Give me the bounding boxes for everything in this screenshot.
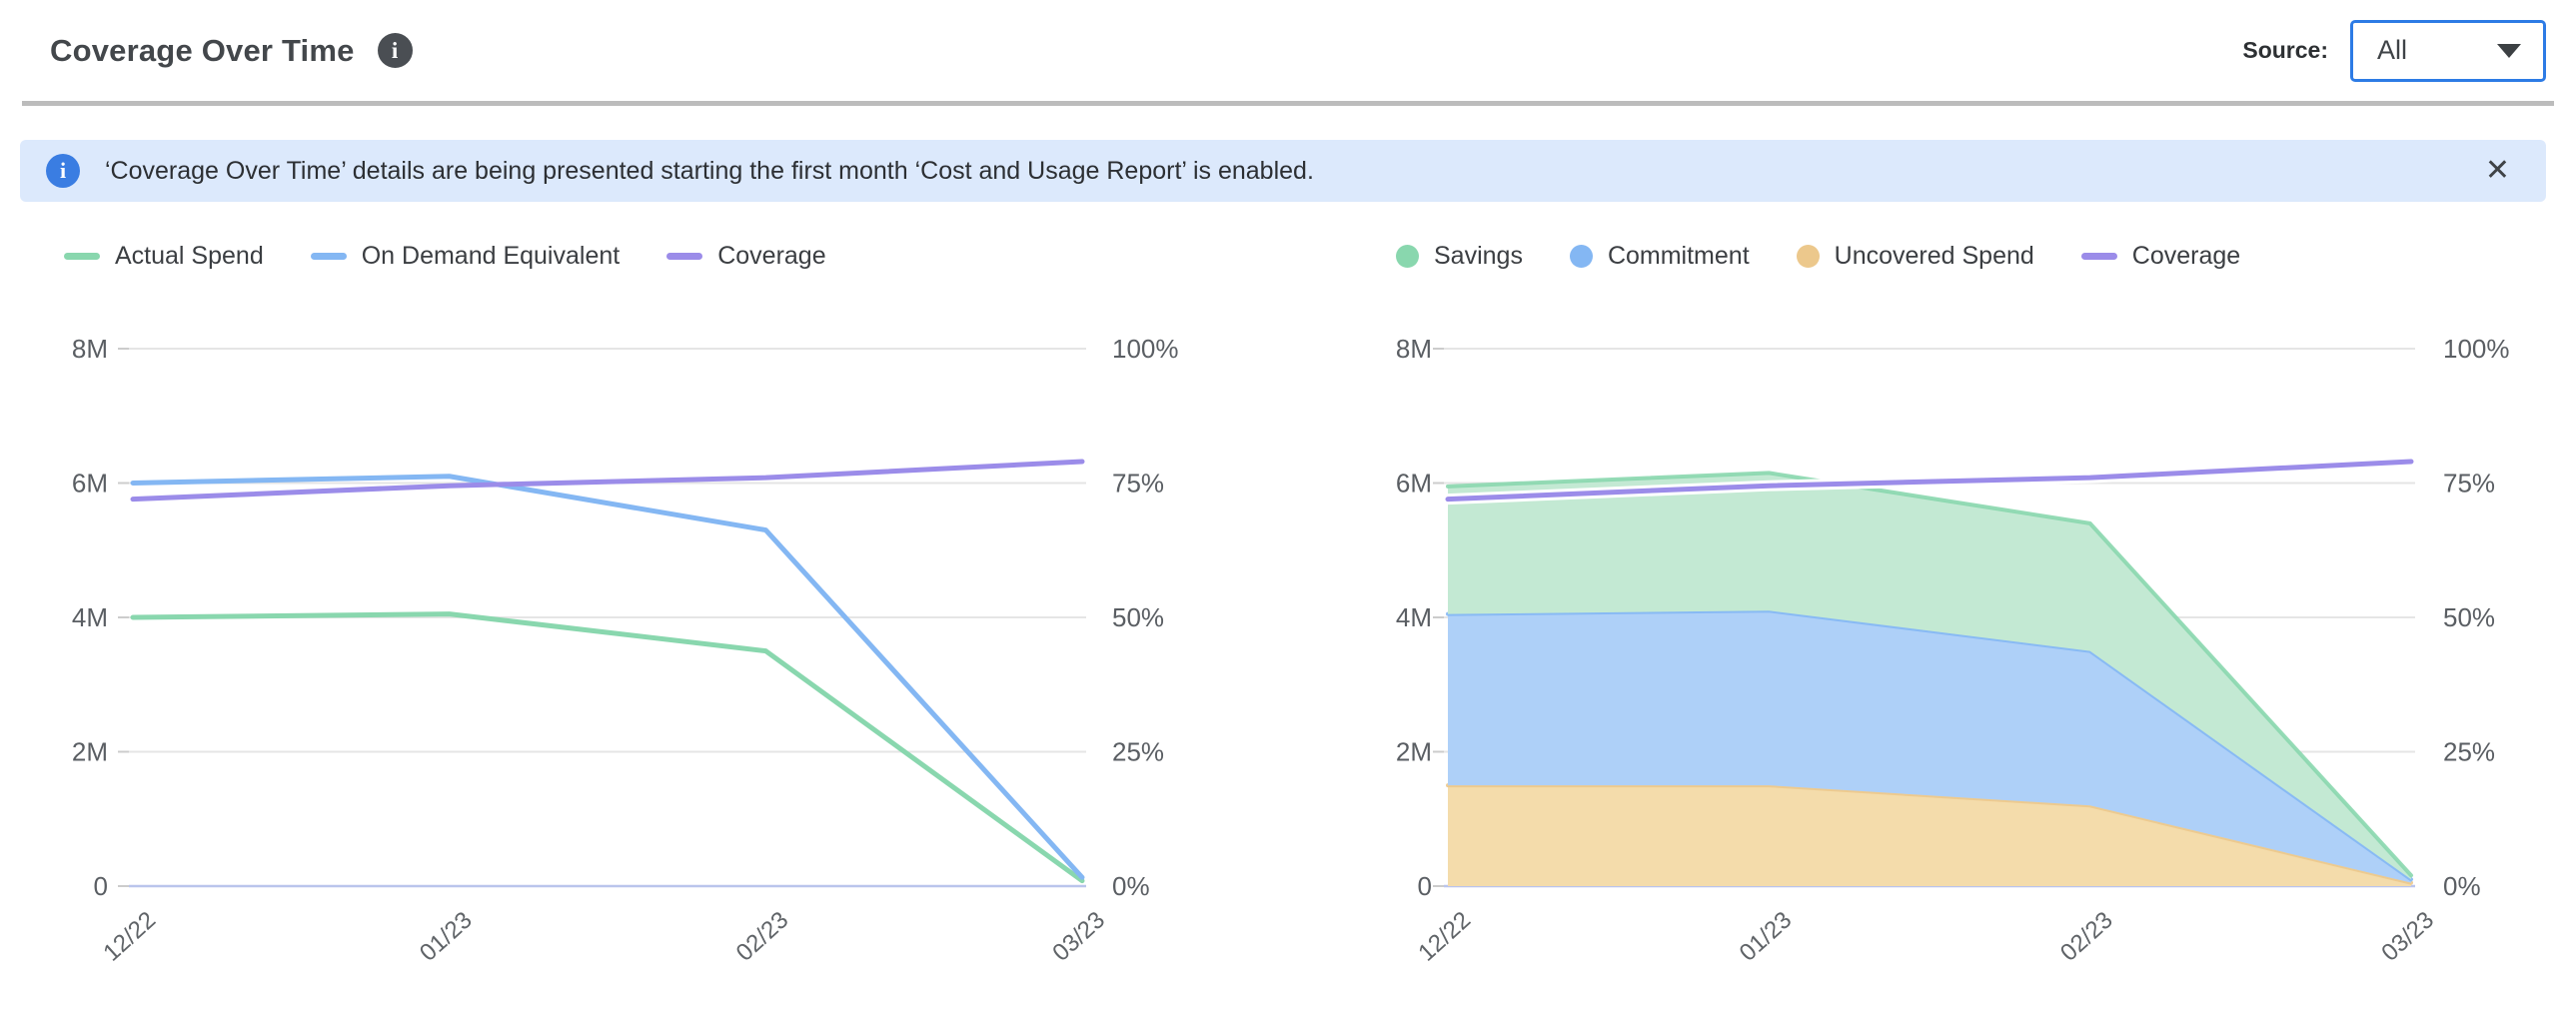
source-control: Source: All — [2242, 19, 2546, 82]
x-axis-label-12-22: 12/22 — [1413, 906, 1476, 966]
chevron-down-icon — [2497, 43, 2521, 58]
header-divider — [22, 101, 2554, 106]
savings-legend-marker-icon — [1396, 244, 1419, 268]
y-axis-label-8m: 8M — [1396, 334, 1432, 364]
chart-legend: Savings Commitment Uncovered Spend Coverage — [1288, 234, 2576, 278]
coverage-legend-marker-icon — [666, 252, 703, 260]
y-axis-label-6m: 6M — [1396, 469, 1432, 499]
commitment-legend-marker-icon — [1569, 244, 1593, 268]
legend-item-commitment[interactable]: Commitment — [1569, 241, 1750, 271]
coverage-legend-marker-icon — [2080, 252, 2117, 260]
legend-item-savings[interactable]: Savings — [1396, 242, 1523, 271]
x-axis-label-01-23: 01/23 — [415, 906, 478, 966]
pct-axis-label-25-: 25% — [1112, 737, 1164, 767]
legend-label: Uncovered Spend — [1834, 241, 2034, 270]
banner-message: ‘Coverage Over Time’ details are being p… — [105, 156, 1314, 185]
series-on-demand-equivalent-line[interactable] — [130, 474, 1085, 880]
legend-item-actual-spend[interactable]: Actual Spend — [64, 242, 264, 271]
on-demand-equivalent-legend-marker-icon — [310, 252, 347, 260]
info-banner: i ‘Coverage Over Time’ details are being… — [20, 140, 2546, 202]
y-axis-label-0: 0 — [94, 871, 108, 901]
x-axis-label-01-23: 01/23 — [1735, 906, 1798, 966]
x-axis-label-12-22: 12/22 — [98, 906, 161, 966]
pct-axis-label-75-: 75% — [2443, 469, 2495, 499]
series-coverage-line[interactable] — [130, 459, 1085, 503]
source-label: Source: — [2242, 37, 2328, 63]
series-commitment-area[interactable] — [1448, 610, 2411, 883]
info-icon[interactable]: i — [377, 33, 413, 68]
page-title: Coverage Over Time — [50, 32, 355, 68]
series-uncovered-spend-area[interactable] — [1448, 785, 2411, 886]
x-axis-label-03-23: 03/23 — [2376, 906, 2439, 966]
y-axis-label-6m: 6M — [72, 469, 108, 499]
panel-header: Coverage Over Time i Source: All — [0, 0, 2576, 101]
legend-label: Actual Spend — [115, 241, 264, 270]
chart-legend: Actual Spend On Demand Equivalent Coverage — [0, 234, 1288, 278]
legend-label: On Demand Equivalent — [361, 241, 621, 270]
legend-label: Coverage — [717, 241, 826, 270]
y-axis-label-4m: 4M — [1396, 602, 1432, 632]
y-axis-label-2m: 2M — [72, 737, 108, 767]
x-axis-label-02-23: 02/23 — [2055, 906, 2118, 966]
pct-axis-label-100-: 100% — [1112, 334, 1179, 364]
legend-item-uncovered-spend[interactable]: Uncovered Spend — [1796, 241, 2034, 271]
pct-axis-label-50-: 50% — [1112, 602, 1164, 632]
pct-axis-label-50-: 50% — [2443, 602, 2495, 632]
actual-spend-legend-marker-icon — [64, 252, 100, 260]
line-chart-canvas: 8M 100% 6M 75% 4M 50% 2M 25% 0 0% 12/22 01/23 02/23 0… — [72, 334, 1179, 967]
y-axis-label-4m: 4M — [72, 602, 108, 632]
y-axis-label-2m: 2M — [1396, 737, 1432, 767]
source-select[interactable]: All — [2350, 19, 2546, 82]
pct-axis-label-0-: 0% — [2443, 871, 2481, 901]
uncovered-spend-legend-marker-icon — [1796, 244, 1820, 268]
legend-item-coverage[interactable]: Coverage — [666, 241, 826, 271]
spend-coverage-line-chart: Actual Spend On Demand Equivalent Coverage… — [0, 234, 1288, 1015]
savings-stacked-area-chart: Savings Commitment Uncovered Spend Coverage… — [1288, 234, 2576, 1015]
title-wrap: Coverage Over Time i — [50, 33, 413, 69]
series-savings-edge — [1446, 471, 2413, 878]
y-axis-label-0: 0 — [1418, 871, 1432, 901]
pct-axis-label-25-: 25% — [2443, 737, 2495, 767]
legend-item-coverage[interactable]: Coverage — [2080, 241, 2241, 271]
series-coverage-line[interactable] — [1445, 459, 2414, 503]
pct-axis-label-75-: 75% — [1112, 469, 1164, 499]
x-axis-label-03-23: 03/23 — [1047, 906, 1110, 966]
y-axis-label-8m: 8M — [72, 334, 108, 364]
legend-label: Savings — [1434, 241, 1523, 270]
source-select-value: All — [2377, 35, 2408, 65]
area-chart-canvas: 8M 100% 6M 75% 4M 50% 2M 25% 0 0% 12/22 01/23 02/23 0… — [1396, 334, 2510, 967]
close-icon[interactable]: ✕ — [2484, 153, 2510, 188]
legend-item-on-demand-equivalent[interactable]: On Demand Equivalent — [310, 241, 621, 271]
legend-label: Coverage — [2131, 241, 2241, 270]
x-axis-label-02-23: 02/23 — [731, 906, 794, 966]
series-actual-spend-line[interactable] — [130, 611, 1085, 884]
legend-label: Commitment — [1607, 241, 1750, 270]
info-icon: i — [46, 154, 80, 188]
pct-axis-label-0-: 0% — [1112, 871, 1150, 901]
charts-row: Actual Spend On Demand Equivalent Coverage… — [0, 234, 2576, 1015]
pct-axis-label-100-: 100% — [2443, 334, 2510, 364]
series-savings-area[interactable] — [1448, 473, 2411, 880]
